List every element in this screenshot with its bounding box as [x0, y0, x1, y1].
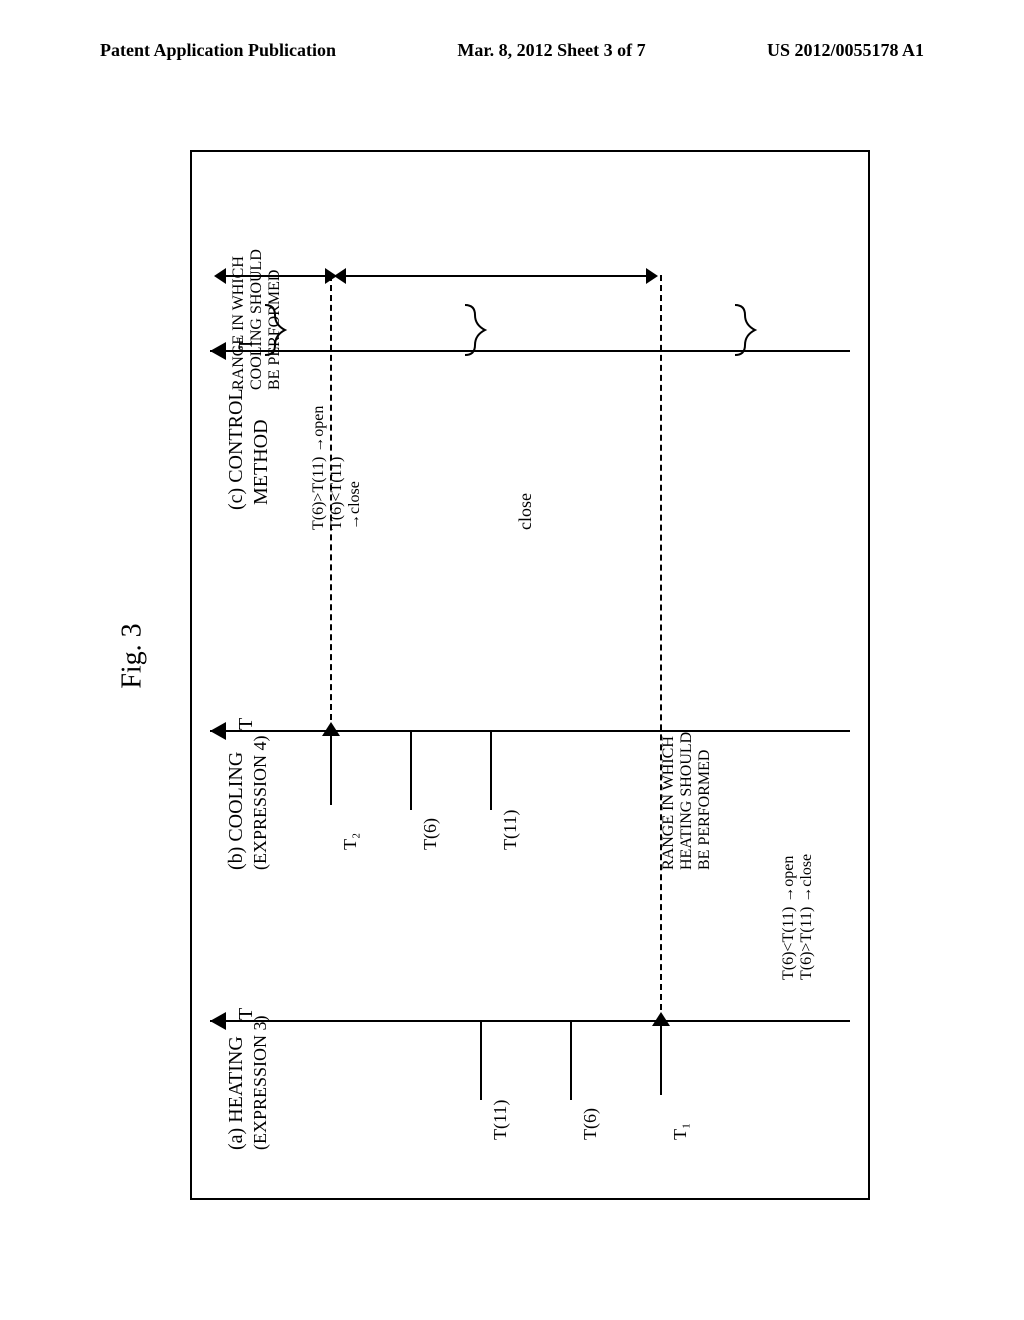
panel-b-t2-arrow-line: [330, 730, 332, 805]
panel-b-t2-label: T₂: [340, 833, 361, 850]
close-brace: [460, 300, 490, 360]
close-range-arrow-right: [646, 268, 658, 284]
panel-b-subtitle: (EXPRESSION 4): [250, 735, 271, 870]
panel-a-title: (a) HEATING: [225, 1036, 248, 1150]
panel-b-title: (b) COOLING: [225, 752, 248, 870]
top-conditions: T(6)>T(11) →open T(6)<T(11) →close: [310, 406, 364, 530]
panel-b-t6-label: T(6): [420, 818, 441, 850]
panel-c-title: (c) CONTROL: [225, 388, 248, 510]
panel-c-arrow: [210, 342, 226, 360]
close-range-arrow-left: [334, 268, 346, 284]
panel-a-t6-label: T(6): [580, 1108, 601, 1140]
cooling-range-arrow: [220, 275, 330, 277]
header-left: Patent Application Publication: [100, 40, 336, 61]
figure-label: Fig. 3: [117, 623, 149, 688]
panel-a-t1-arrow-line: [660, 1020, 662, 1095]
panel-b-t11-label: T(11): [500, 810, 521, 850]
panel-b-axis: [210, 730, 850, 732]
close-label: close: [515, 493, 536, 530]
close-range-arrow: [340, 275, 650, 277]
panel-a-t11-label: T(11): [490, 1100, 511, 1140]
panel-b-t6-tick: [410, 730, 412, 810]
panel-b-axis-label: T: [235, 718, 258, 730]
panel-b-t11-tick: [490, 730, 492, 810]
t1-dashed-line: [660, 275, 662, 1020]
panel-c-subtitle: METHOD: [250, 419, 273, 505]
diagram-border: [190, 150, 870, 1200]
panel-a-arrow: [210, 1012, 226, 1030]
figure-container: Fig. 3 (a) HEATING (EXPRESSION 3) T T(11…: [130, 150, 890, 1200]
top-brace: [260, 300, 290, 360]
panel-a-subtitle: (EXPRESSION 3): [250, 1015, 271, 1150]
cooling-range-arrow-left: [214, 268, 226, 284]
header-right: US 2012/0055178 A1: [767, 40, 924, 61]
panel-a-t11-tick: [480, 1020, 482, 1100]
bottom-conditions: T(6)<T(11) →open T(6)>T(11) →close: [780, 854, 816, 980]
panel-a-axis-label: T: [235, 1008, 258, 1020]
panel-a-t6-tick: [570, 1020, 572, 1100]
heating-range-label: RANGE IN WHICH HEATING SHOULD BE PERFORM…: [660, 732, 714, 870]
panel-a-axis: [210, 1020, 850, 1022]
bottom-brace: [730, 300, 760, 360]
panel-a-t1-label: T₁: [670, 1123, 691, 1140]
panel-b-arrow: [210, 722, 226, 740]
header-center: Mar. 8, 2012 Sheet 3 of 7: [457, 40, 645, 61]
